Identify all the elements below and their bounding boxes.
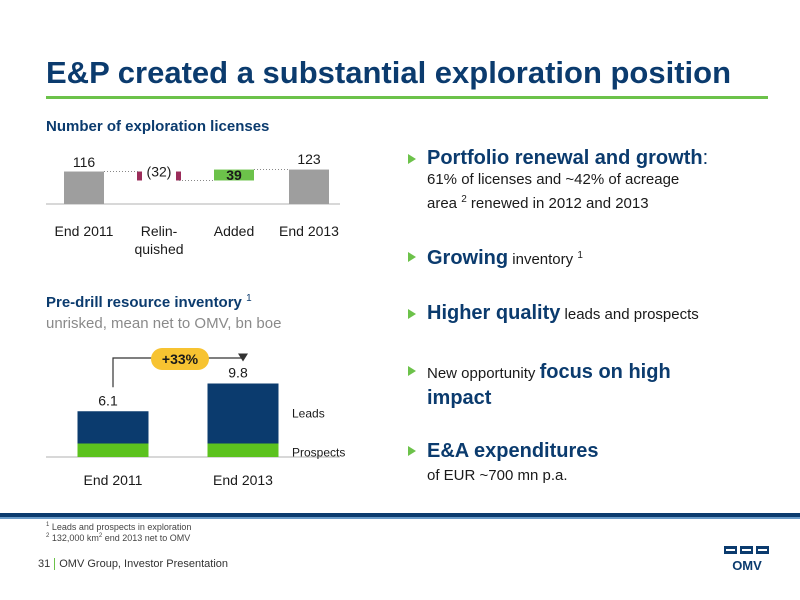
footnote-text: end 2013 net to OMV — [102, 533, 191, 543]
footnote-sup: 2 — [46, 533, 50, 539]
bullet-sup: 2 — [461, 194, 467, 205]
omv-logo: OMV — [724, 546, 769, 573]
footnote-text: Leads and prospects in exploration — [49, 522, 192, 532]
bullet-portfolio: Portfolio renewal and growth: 61% of lic… — [408, 148, 768, 214]
inventory-legend-label: Prospects — [292, 445, 345, 459]
bullet-text: leads and prospects — [560, 306, 699, 323]
licenses-value-label: 123 — [297, 151, 321, 167]
licenses-category-label: End 2013 — [279, 223, 339, 239]
growth-badge-background — [151, 348, 209, 370]
bullet-line: 61% of licenses and ~42% of acreage — [427, 171, 680, 188]
footer-bar-accent — [0, 517, 800, 519]
bullet-arrow-icon — [408, 309, 416, 319]
licenses-bar-total — [64, 171, 104, 204]
bullet-sup: 1 — [577, 250, 583, 261]
page-source: OMV Group, Investor Presentation — [59, 558, 228, 570]
footnote-sup: 2 — [98, 533, 103, 539]
licenses-category-label: quished — [134, 241, 183, 257]
bullet-arrow-icon — [408, 252, 416, 262]
page-number: 31 — [38, 558, 51, 570]
page-separator — [54, 558, 56, 571]
bullet-text: New opportunity — [427, 365, 540, 382]
bullet-line: renewed in 2012 and 2013 — [466, 195, 649, 212]
bullet-emphasis: Portfolio renewal and growth — [427, 147, 703, 169]
inventory-bar-leads — [77, 411, 149, 444]
footnote-sup: 1 — [46, 522, 50, 528]
omv-logo-text: OMV — [732, 558, 762, 573]
inventory-total-label: 9.8 — [228, 365, 248, 381]
licenses-category-label: End 2011 — [55, 223, 114, 239]
inventory-bar-prospects — [207, 443, 279, 457]
bullet-emphasis: Higher quality — [427, 302, 561, 324]
inventory-growth-badge: +33% — [151, 348, 209, 370]
bullet-emphasis: Growing — [427, 247, 509, 269]
licenses-category-label: Relin- — [141, 223, 178, 239]
footnote-2: 2 132,000 km2 end 2013 net to OMV — [46, 533, 190, 543]
slide-title: E&P created a substantial exploration po… — [46, 55, 732, 90]
inventory-heading-sup: 1 — [246, 293, 252, 304]
bullet-arrow-icon — [408, 366, 416, 376]
inventory-bar-leads — [207, 383, 279, 444]
title-rule — [46, 96, 768, 99]
bullet-colon: : — [702, 147, 709, 169]
bullet-quality: Higher quality leads and prospects — [408, 303, 768, 325]
inventory-growth-arrowhead — [238, 353, 248, 362]
licenses-bar-increase — [214, 169, 254, 181]
footnote-1: 1 Leads and prospects in exploration — [46, 522, 191, 532]
licenses-bar-decrease — [137, 171, 142, 181]
bullet-text: inventory — [508, 251, 578, 268]
licenses-chart: 116 (32) 39 123 End 2011 Relin-quished Added En… — [46, 151, 340, 257]
inventory-heading-text: Pre-drill resource inventory — [46, 294, 242, 311]
bullet-arrow-icon — [408, 446, 416, 456]
footer-bar — [0, 513, 800, 517]
inventory-chart: 6.1 End 2011 9.8 End 2013 Prospects Leads +33% — [46, 348, 345, 488]
bullet-line: of EUR ~700 mn p.a. — [427, 467, 568, 484]
page-info: 31 OMV Group, Investor Presentation — [38, 558, 228, 571]
growth-badge-label: +33% — [162, 351, 199, 367]
bullet-emphasis: impact — [427, 387, 492, 409]
footnote-text: 132,000 km — [49, 533, 99, 543]
licenses-value-label: 39 — [226, 167, 242, 183]
licenses-value-label: (32) — [147, 163, 172, 179]
inventory-total-label: 6.1 — [98, 392, 118, 408]
bullet-emphasis: E&A expenditures — [427, 440, 599, 462]
bullet-inventory: Growing inventory 1 — [408, 246, 768, 270]
inventory-chart-subtitle: unrisked, mean net to OMV, bn boe — [46, 315, 282, 332]
bullet-expenditures: E&A expenditures of EUR ~700 mn p.a. — [408, 440, 768, 487]
inventory-legend-label: Leads — [292, 407, 325, 421]
bullet-emphasis: focus on high — [539, 361, 671, 383]
bullet-arrow-icon — [408, 154, 416, 164]
licenses-category-label: Added — [214, 223, 254, 239]
licenses-bar-decrease — [176, 171, 181, 181]
inventory-category-label: End 2011 — [84, 472, 143, 488]
omv-logo-mark — [724, 546, 769, 554]
licenses-value-label: 116 — [73, 154, 96, 170]
licenses-chart-heading: Number of exploration licenses — [46, 118, 270, 135]
inventory-bar-prospects — [77, 443, 149, 457]
licenses-bar-total — [289, 169, 329, 204]
inventory-chart-heading: Pre-drill resource inventory 1 — [46, 293, 252, 311]
bullet-line: area — [427, 195, 462, 212]
bullet-focus: New opportunity focus on high impact — [408, 360, 768, 412]
inventory-category-label: End 2013 — [213, 472, 273, 488]
